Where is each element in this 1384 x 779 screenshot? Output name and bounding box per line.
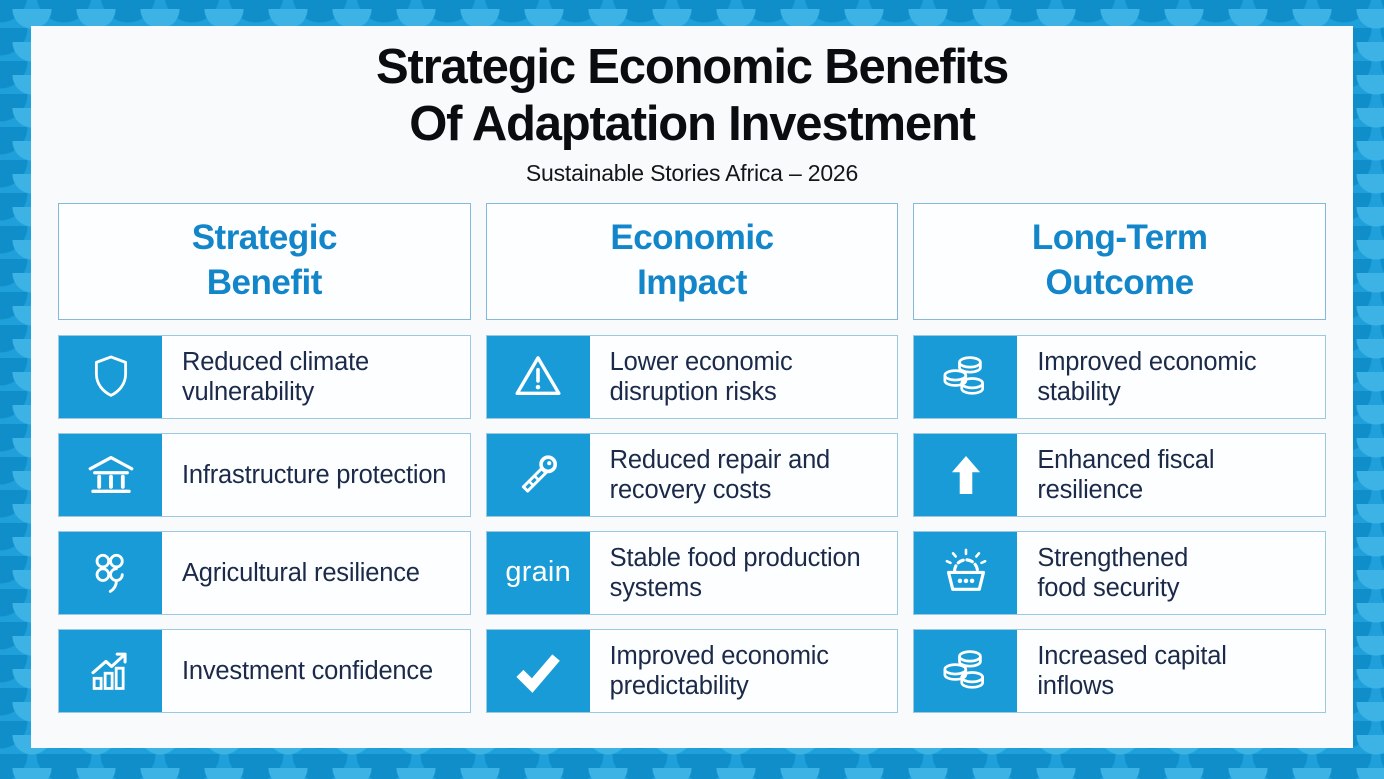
title-line-2: Of Adaptation Investment <box>409 96 976 151</box>
row-label: Improved economic stability <box>1037 347 1257 406</box>
row-label: Investment confidence <box>182 656 433 685</box>
row-label: Reduced repair and recovery costs <box>609 445 831 504</box>
coins-icon <box>914 335 1018 418</box>
column-header-economic-impact: Economic Impact <box>485 202 899 320</box>
benefits-table: Strategic Benefit Reduced climate vulner… <box>58 202 1326 713</box>
column-strategic-benefit: Strategic Benefit Reduced climate vulner… <box>58 202 471 713</box>
table-row: Infrastructure protection <box>58 432 471 517</box>
growth-chart-icon <box>59 629 162 712</box>
column-header-label: Economic Impact <box>610 218 774 303</box>
table-row: Reduced repair and recovery costs <box>485 432 899 517</box>
food-basket-icon <box>914 531 1018 614</box>
column-header-long-term-outcome: Long-Term Outcome <box>913 202 1326 320</box>
table-row: Strengthened food security <box>913 530 1326 615</box>
table-row: Increased capital inflows <box>913 628 1326 713</box>
column-economic-impact: Economic Impact Lower economic disruptio… <box>485 202 899 713</box>
column-header-label: Strategic Benefit <box>191 218 338 303</box>
ratchet-key-icon <box>486 433 590 516</box>
row-label: Improved economic predictability <box>609 641 829 700</box>
row-label: Increased capital inflows <box>1037 641 1227 700</box>
subtitle: Sustainable Stories Africa – 2026 <box>525 159 859 186</box>
content-canvas: Strategic Economic Benefits Of Adaptatio… <box>31 26 1353 748</box>
checkmark-icon <box>486 629 590 712</box>
table-row: Investment confidence <box>58 628 471 713</box>
table-row: Enhanced fiscal resilience <box>913 432 1326 517</box>
row-label: Infrastructure protection <box>182 460 447 489</box>
table-row: Improved economic predictability <box>485 628 899 713</box>
shield-icon <box>59 335 162 418</box>
row-label: Reduced climate vulnerability <box>182 347 369 406</box>
warning-triangle-icon <box>486 335 590 418</box>
bank-building-icon <box>59 433 162 516</box>
column-header-strategic-benefit: Strategic Benefit <box>58 202 471 320</box>
grapes-icon <box>59 531 162 614</box>
column-long-term-outcome: Long-Term Outcome <box>913 202 1326 713</box>
table-row: Agricultural resilience <box>58 530 471 615</box>
row-label: Strengthened food security <box>1037 543 1189 602</box>
row-label: Agricultural resilience <box>182 558 420 587</box>
coins-icon <box>914 629 1018 712</box>
table-row: Lower economic disruption risks <box>485 334 899 419</box>
row-label: Enhanced fiscal resilience <box>1037 445 1215 504</box>
table-row: Improved economic stability <box>913 334 1326 419</box>
title-line-1: Strategic Economic Benefits <box>376 40 1009 94</box>
column-header-label: Long-Term Outcome <box>1031 218 1208 303</box>
row-label: Stable food production systems <box>609 543 861 602</box>
table-row: grain Stable food production systems <box>485 530 899 615</box>
up-arrow-icon <box>914 433 1018 516</box>
grain-word-icon: grain <box>486 531 590 614</box>
table-row: Reduced climate vulnerability <box>58 334 471 419</box>
page-title: Strategic Economic Benefits Of Adaptatio… <box>31 39 1353 153</box>
row-label: Lower economic disruption risks <box>609 347 793 406</box>
